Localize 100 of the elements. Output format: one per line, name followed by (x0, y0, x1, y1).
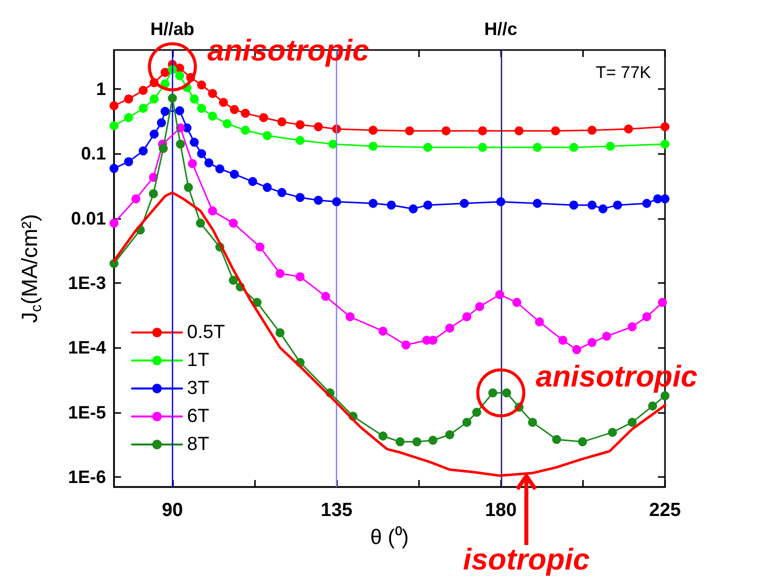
x-tick-label: 180 (484, 500, 517, 521)
point (462, 312, 472, 322)
point (110, 121, 118, 130)
point (230, 105, 239, 114)
point (628, 418, 637, 427)
point (588, 200, 597, 210)
point (606, 142, 615, 151)
point (478, 142, 488, 152)
point (578, 437, 588, 446)
legend-label: 6T (187, 406, 210, 427)
point (175, 106, 184, 116)
point (296, 120, 305, 130)
point (368, 126, 378, 135)
y-tick-label: 1E-5 (68, 402, 106, 422)
point (642, 198, 652, 208)
point (124, 113, 134, 122)
point (346, 312, 355, 322)
point (138, 86, 148, 95)
point (110, 101, 118, 110)
point (197, 149, 206, 158)
x-axis-title: θ (⁰) (370, 526, 409, 549)
point (558, 336, 568, 345)
point (215, 164, 224, 174)
legend-label: 0.5T (187, 322, 226, 343)
annotation: isotropic (462, 544, 590, 577)
point (262, 131, 272, 140)
point (588, 338, 597, 348)
point (296, 192, 305, 202)
point (660, 194, 670, 204)
point (204, 158, 214, 168)
point (552, 434, 562, 444)
point (218, 98, 228, 107)
point (378, 326, 388, 336)
point (532, 198, 542, 208)
point (460, 198, 469, 208)
point (442, 126, 451, 136)
point (168, 94, 177, 103)
y-tick-label: 1E-3 (68, 272, 106, 293)
point (160, 68, 170, 77)
point (428, 436, 438, 445)
point (255, 242, 264, 252)
point (222, 119, 232, 128)
point (642, 312, 652, 322)
point (208, 112, 218, 121)
x-tick-label: 225 (649, 500, 682, 521)
point (262, 182, 272, 192)
point (228, 218, 238, 228)
point (569, 200, 578, 210)
point (608, 428, 617, 437)
point (240, 126, 250, 135)
point (230, 170, 239, 179)
point (228, 276, 238, 285)
y-tick-label: 0.1 (80, 144, 106, 164)
point (445, 324, 454, 333)
x-tick-label: 135 (320, 500, 353, 521)
point (602, 332, 612, 341)
point (502, 388, 512, 398)
point (184, 182, 193, 192)
point (496, 197, 506, 206)
point (276, 328, 285, 338)
annotation: T= 77K (596, 63, 652, 82)
point (110, 164, 118, 173)
legend-label: 1T (187, 350, 210, 371)
point (277, 117, 286, 126)
point (412, 437, 422, 446)
point (396, 437, 405, 446)
point (296, 272, 305, 282)
y-tick-label: 0.01 (70, 208, 106, 228)
point (475, 302, 484, 312)
point (188, 159, 197, 168)
point (569, 142, 578, 152)
x-tick-label: 90 (162, 500, 183, 521)
point (401, 340, 410, 350)
legend-label: 3T (187, 378, 210, 399)
y-tick-label: 1E-6 (68, 466, 106, 487)
point (150, 130, 159, 139)
point (495, 290, 504, 300)
point (624, 124, 634, 134)
point (378, 432, 388, 441)
point (240, 108, 250, 118)
point (386, 200, 396, 210)
point (332, 197, 342, 206)
ref-line-label: H//c (484, 19, 518, 39)
point (648, 402, 658, 411)
ref-line-label: H//ab (150, 19, 194, 39)
point (148, 189, 158, 198)
point (296, 136, 305, 145)
point (488, 388, 498, 398)
point (478, 126, 488, 136)
point (658, 298, 667, 307)
point (660, 140, 670, 149)
point (423, 200, 432, 210)
point (588, 126, 597, 135)
point (321, 292, 330, 301)
point (208, 89, 218, 98)
point (156, 118, 166, 128)
point (124, 157, 134, 166)
point (208, 206, 218, 216)
point (660, 122, 670, 132)
point (197, 104, 206, 113)
